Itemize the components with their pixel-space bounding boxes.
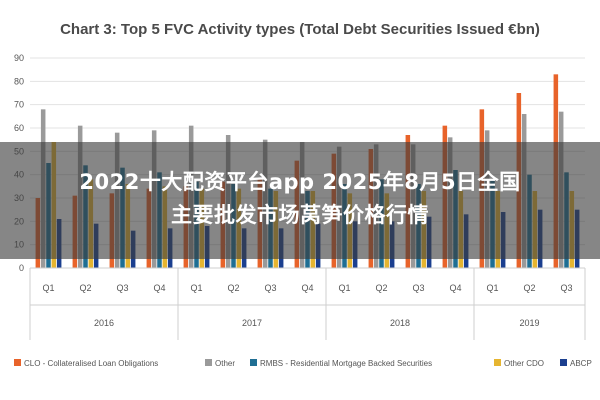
legend-swatch — [560, 359, 567, 366]
x-tick-label: Q3 — [264, 283, 276, 293]
legend-label: Other CDO — [504, 359, 544, 368]
watermark-line-1: 2022十大配资平台app 2025年8月5日全国 — [79, 170, 521, 194]
x-tick-label: Q4 — [449, 283, 461, 293]
x-tick-label: Q1 — [486, 283, 498, 293]
x-tick-label: Q4 — [301, 283, 313, 293]
x-tick-label: Q2 — [227, 283, 239, 293]
y-tick-label: 60 — [14, 123, 24, 133]
legend-label: CLO - Collateralised Loan Obligations — [24, 359, 158, 368]
legend-label: RMBS - Residential Mortgage Backed Secur… — [260, 359, 432, 368]
y-tick-label: 70 — [14, 100, 24, 110]
x-tick-label: Q2 — [375, 283, 387, 293]
x-tick-label: Q4 — [153, 283, 165, 293]
x-tick-label: Q1 — [338, 283, 350, 293]
x-tick-label: Q1 — [42, 283, 54, 293]
legend-label: Other — [215, 359, 235, 368]
year-label: 2019 — [519, 318, 539, 328]
legend: CLO - Collateralised Loan Obligations Oth… — [14, 359, 592, 368]
y-tick-label: 90 — [14, 53, 24, 63]
y-tick-label: 80 — [14, 76, 24, 86]
x-tick-label: Q3 — [560, 283, 572, 293]
y-tick-label: 0 — [19, 263, 24, 273]
legend-swatch — [250, 359, 257, 366]
x-tick-label: Q3 — [412, 283, 424, 293]
x-axis: Q1 Q2 Q3 Q4 Q1 Q2 Q3 Q4 Q1 Q2 Q3 Q4 Q1 Q2 Q3 2016 2017 20… — [29, 267, 586, 340]
x-tick-label: Q2 — [523, 283, 535, 293]
year-label: 2016 — [94, 318, 114, 328]
x-tick-label: Q2 — [79, 283, 91, 293]
x-tick-label: Q3 — [116, 283, 128, 293]
year-label: 2017 — [242, 318, 262, 328]
year-label: 2018 — [390, 318, 410, 328]
legend-label: ABCP — [570, 359, 592, 368]
watermark-caption: 2022十大配资平台app 2025年8月5日全国 主要批发市场莴笋价格行情 — [0, 166, 600, 232]
legend-swatch — [14, 359, 21, 366]
legend-swatch — [494, 359, 501, 366]
watermark-line-2: 主要批发市场莴笋价格行情 — [171, 203, 429, 227]
watermark-band — [0, 142, 600, 259]
chart-title: Chart 3: Top 5 FVC Activity types (Total… — [60, 21, 540, 38]
x-tick-label: Q1 — [190, 283, 202, 293]
legend-swatch — [205, 359, 212, 366]
